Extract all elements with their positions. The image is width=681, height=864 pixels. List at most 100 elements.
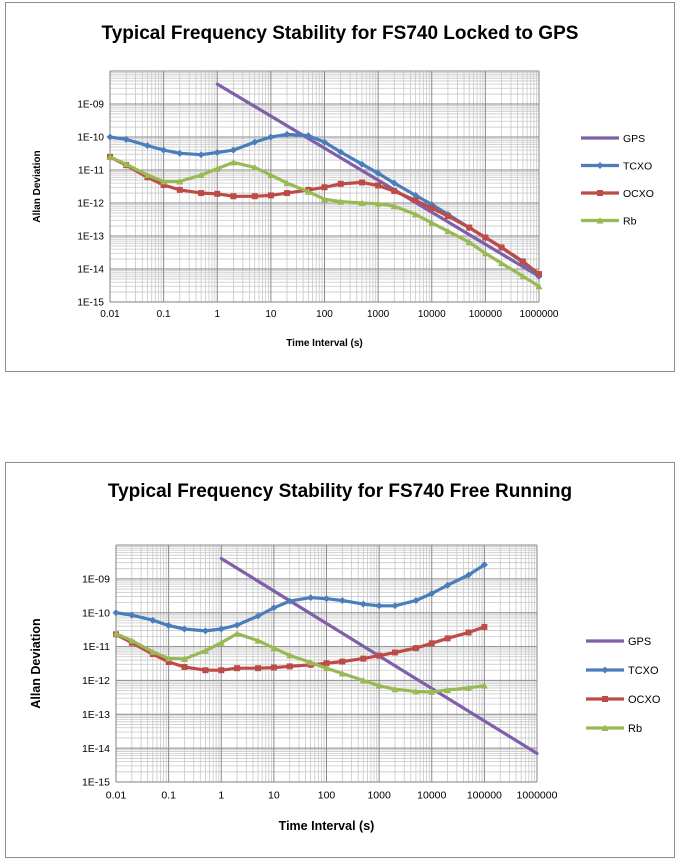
- x-axis-label: Time Interval (s): [286, 338, 363, 349]
- data-point-tcxo: [213, 148, 221, 156]
- x-tick-label: 0.1: [157, 309, 171, 320]
- y-tick-label: 1E-13: [77, 232, 104, 243]
- data-point-ocxo: [321, 184, 328, 191]
- data-point-tcxo: [412, 596, 420, 604]
- x-tick-label: 10000: [418, 309, 446, 320]
- x-tick-label: 1000000: [520, 309, 559, 320]
- legend-label-ocxo: OCXO: [623, 188, 654, 200]
- legend-marker-rb: [601, 724, 609, 731]
- data-point-tcxo: [359, 600, 367, 608]
- data-point-tcxo: [165, 621, 173, 629]
- legend-label-gps: GPS: [623, 133, 645, 145]
- data-point-ocxo: [444, 635, 451, 642]
- data-point-rb: [149, 648, 157, 655]
- data-point-tcxo: [112, 609, 120, 617]
- x-tick-label: 1: [218, 790, 224, 802]
- data-point-rb: [217, 639, 225, 646]
- data-point-tcxo: [480, 561, 488, 569]
- data-point-ocxo: [284, 190, 291, 197]
- x-tick-label: 100000: [467, 790, 502, 802]
- data-point-ocxo: [339, 658, 346, 665]
- data-point-rb: [233, 630, 241, 637]
- data-point-rb: [428, 688, 436, 695]
- data-point-rb: [498, 259, 506, 267]
- data-point-rb: [412, 210, 420, 218]
- data-point-tcxo: [106, 133, 114, 141]
- data-point-ocxo: [465, 629, 472, 636]
- data-point-rb: [338, 670, 346, 677]
- chart-title: Typical Frequency Stability for FS740 Fr…: [108, 481, 572, 502]
- data-point-tcxo: [323, 595, 330, 603]
- y-tick-label: 1E-09: [77, 100, 104, 111]
- data-point-tcxo: [251, 138, 259, 146]
- data-point-rb: [160, 177, 168, 185]
- data-point-ocxo: [270, 664, 277, 671]
- series-line-gps: [215, 82, 541, 278]
- legend-marker-tcxo: [601, 666, 609, 674]
- data-point-rb: [143, 171, 151, 179]
- data-point-rb: [213, 165, 221, 172]
- data-point-rb: [323, 664, 330, 672]
- data-point-tcxo: [128, 611, 136, 619]
- series-line-tcxo: [114, 563, 486, 633]
- y-tick-label: 1E-12: [77, 199, 104, 210]
- x-tick-label: 100: [318, 790, 336, 802]
- data-point-rb: [428, 219, 436, 226]
- data-point-rb: [444, 227, 452, 235]
- chart-gps-locked: Typical Frequency Stability for FS740 Lo…: [32, 23, 654, 349]
- legend-label-gps: GPS: [628, 636, 651, 648]
- data-point-tcxo: [412, 191, 420, 199]
- chart-title: Typical Frequency Stability for FS740 Lo…: [102, 23, 579, 44]
- y-axis-label: Allan Deviation: [29, 618, 43, 708]
- data-point-rb: [254, 637, 262, 644]
- data-point-tcxo: [270, 604, 278, 612]
- data-point-rb: [267, 171, 275, 179]
- data-point-ocxo: [323, 660, 330, 667]
- data-point-tcxo: [304, 132, 312, 140]
- data-point-ocxo: [181, 663, 188, 670]
- data-point-ocxo: [234, 665, 241, 672]
- y-tick-label: 1E-15: [82, 777, 110, 789]
- data-point-tcxo: [374, 169, 382, 177]
- data-point-ocxo: [286, 663, 293, 670]
- data-point-tcxo: [160, 146, 168, 154]
- data-point-tcxo: [428, 589, 436, 597]
- data-point-rb: [391, 685, 399, 693]
- legend-marker-ocxo: [602, 696, 608, 702]
- data-point-ocxo: [428, 640, 435, 647]
- data-point-tcxo: [176, 149, 184, 157]
- data-point-ocxo: [160, 182, 167, 189]
- data-point-tcxo: [229, 146, 237, 154]
- data-point-ocxo: [267, 192, 274, 199]
- data-point-rb: [337, 198, 345, 205]
- x-tick-label: 10: [265, 309, 277, 320]
- data-point-ocxo: [198, 190, 205, 197]
- data-point-ocxo: [214, 190, 221, 197]
- x-tick-label: 10000: [417, 790, 446, 802]
- legend-label-rb: Rb: [628, 723, 642, 735]
- data-point-rb: [321, 195, 328, 203]
- data-point-ocxo: [482, 234, 489, 241]
- y-tick-label: 1E-13: [82, 709, 110, 721]
- legend-marker-tcxo: [596, 162, 604, 169]
- data-point-ocxo: [376, 652, 383, 659]
- data-point-ocxo: [466, 224, 473, 231]
- data-point-rb: [251, 163, 259, 171]
- data-point-rb: [304, 188, 312, 195]
- data-point-ocxo: [176, 186, 183, 193]
- data-point-tcxo: [197, 151, 205, 159]
- data-point-tcxo: [444, 581, 452, 589]
- data-point-ocxo: [251, 193, 258, 200]
- data-point-ocxo: [428, 205, 435, 212]
- data-point-tcxo: [149, 616, 157, 624]
- legend-label-tcxo: TCXO: [623, 160, 652, 172]
- chart-free-running: Typical Frequency Stability for FS740 Fr…: [29, 481, 661, 833]
- data-point-ocxo: [202, 667, 209, 674]
- data-point-tcxo: [307, 594, 315, 602]
- data-point-rb: [481, 249, 489, 257]
- chart-panel-free-running: Typical Frequency Stability for FS740 Fr…: [5, 462, 675, 858]
- data-point-rb: [122, 160, 130, 168]
- y-tick-label: 1E-12: [82, 675, 110, 687]
- data-point-ocxo: [360, 655, 367, 662]
- y-tick-label: 1E-09: [82, 574, 110, 586]
